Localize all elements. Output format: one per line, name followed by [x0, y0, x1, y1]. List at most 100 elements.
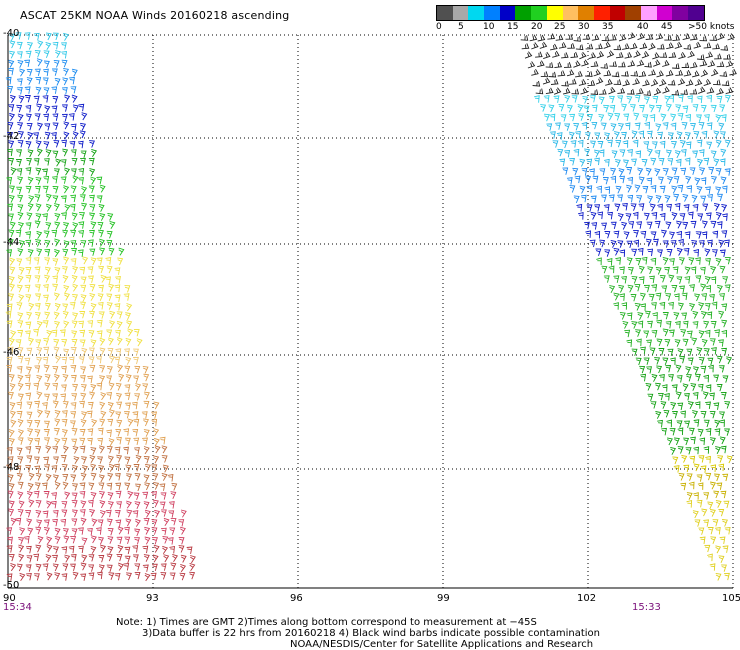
wind-barb	[622, 320, 629, 329]
wind-barb	[151, 537, 158, 545]
wind-barb	[126, 473, 132, 481]
wind-barb	[54, 572, 61, 581]
wind-barb	[680, 482, 687, 491]
wind-barb	[17, 346, 24, 355]
wind-barb	[106, 375, 113, 383]
wind-barb	[136, 338, 143, 347]
wind-barb	[108, 247, 115, 256]
wind-barb	[153, 437, 160, 446]
wind-barb	[699, 167, 706, 175]
wind-barb	[89, 248, 96, 256]
wind-barb	[16, 78, 23, 86]
wind-barb	[637, 167, 644, 176]
wind-barb	[723, 53, 731, 60]
swath-time-right: 15:33	[632, 602, 661, 613]
wind-barb	[62, 401, 69, 409]
wind-barb	[54, 536, 61, 544]
wind-barb	[631, 158, 637, 167]
wind-barb	[126, 303, 133, 312]
wind-barb	[89, 310, 95, 319]
wind-barb	[599, 88, 607, 95]
wind-barb	[673, 293, 680, 301]
wind-barb	[715, 139, 722, 148]
wind-barb	[595, 248, 602, 256]
wind-barb	[720, 445, 727, 454]
wind-barb	[626, 339, 633, 347]
wind-barb	[63, 256, 70, 265]
wind-barb	[575, 70, 583, 78]
wind-barb	[55, 355, 62, 364]
wind-barb	[27, 202, 34, 211]
wind-barb	[662, 86, 670, 94]
wind-barb	[606, 50, 615, 58]
wind-barb	[25, 446, 32, 454]
wind-barb	[589, 168, 595, 176]
wind-barb	[100, 392, 107, 401]
wind-barb	[614, 159, 621, 167]
wind-barb	[54, 527, 61, 536]
wind-barb	[561, 80, 569, 87]
wind-barb	[684, 132, 691, 140]
wind-barb	[537, 60, 545, 68]
wind-barb	[634, 284, 641, 292]
wind-barb	[529, 34, 538, 42]
wind-barb	[162, 545, 169, 554]
wind-barb	[581, 121, 588, 130]
wind-barb	[143, 446, 150, 455]
wind-barb	[622, 140, 629, 148]
wind-barb	[62, 311, 69, 319]
color-scale-swatch	[468, 6, 485, 20]
wind-barb	[78, 229, 85, 238]
wind-barb	[722, 375, 729, 383]
wind-barb	[33, 95, 40, 104]
wind-barb	[701, 231, 708, 239]
wind-barb	[632, 78, 641, 86]
wind-barb	[25, 141, 32, 149]
wind-barb	[88, 157, 95, 166]
wind-barb	[643, 90, 652, 96]
wind-barb	[677, 78, 686, 86]
wind-barb	[105, 276, 111, 284]
wind-barb	[549, 113, 556, 122]
wind-barb	[599, 168, 606, 176]
wind-barb	[725, 60, 734, 68]
wind-barb	[116, 553, 123, 562]
wind-barb	[153, 544, 160, 553]
wind-barb	[686, 473, 693, 481]
wind-barb	[637, 247, 644, 256]
wind-barb	[126, 509, 133, 518]
wind-barb	[664, 338, 671, 347]
wind-barb	[36, 248, 43, 257]
wind-barb	[649, 203, 656, 212]
wind-barb	[107, 212, 114, 221]
wind-barb	[692, 203, 699, 212]
wind-barb	[690, 122, 696, 131]
wind-barb	[610, 221, 617, 230]
wind-barb	[26, 157, 32, 166]
wind-barb	[108, 501, 114, 509]
wind-barb	[630, 294, 637, 302]
wind-barb	[698, 330, 705, 339]
wind-barb	[644, 121, 650, 130]
wind-barb	[577, 212, 584, 220]
wind-barb	[33, 257, 40, 265]
wind-barb	[71, 330, 78, 338]
wind-barb	[715, 168, 722, 176]
wind-barb	[690, 220, 697, 229]
wind-barb	[706, 141, 713, 150]
wind-barb	[651, 141, 658, 149]
wind-barb	[608, 86, 616, 95]
wind-barb	[52, 32, 59, 41]
wind-barb	[643, 141, 650, 149]
wind-barb	[695, 275, 702, 283]
wind-barb	[17, 113, 24, 122]
wind-barb	[114, 510, 121, 518]
wind-barb	[712, 519, 719, 527]
wind-barb	[546, 123, 553, 131]
wind-barb	[698, 302, 705, 311]
wind-barb	[585, 71, 593, 77]
wind-barb	[53, 140, 60, 148]
color-scale-label: 20	[531, 22, 543, 32]
wind-barb	[72, 131, 79, 140]
wind-barb	[590, 140, 596, 149]
